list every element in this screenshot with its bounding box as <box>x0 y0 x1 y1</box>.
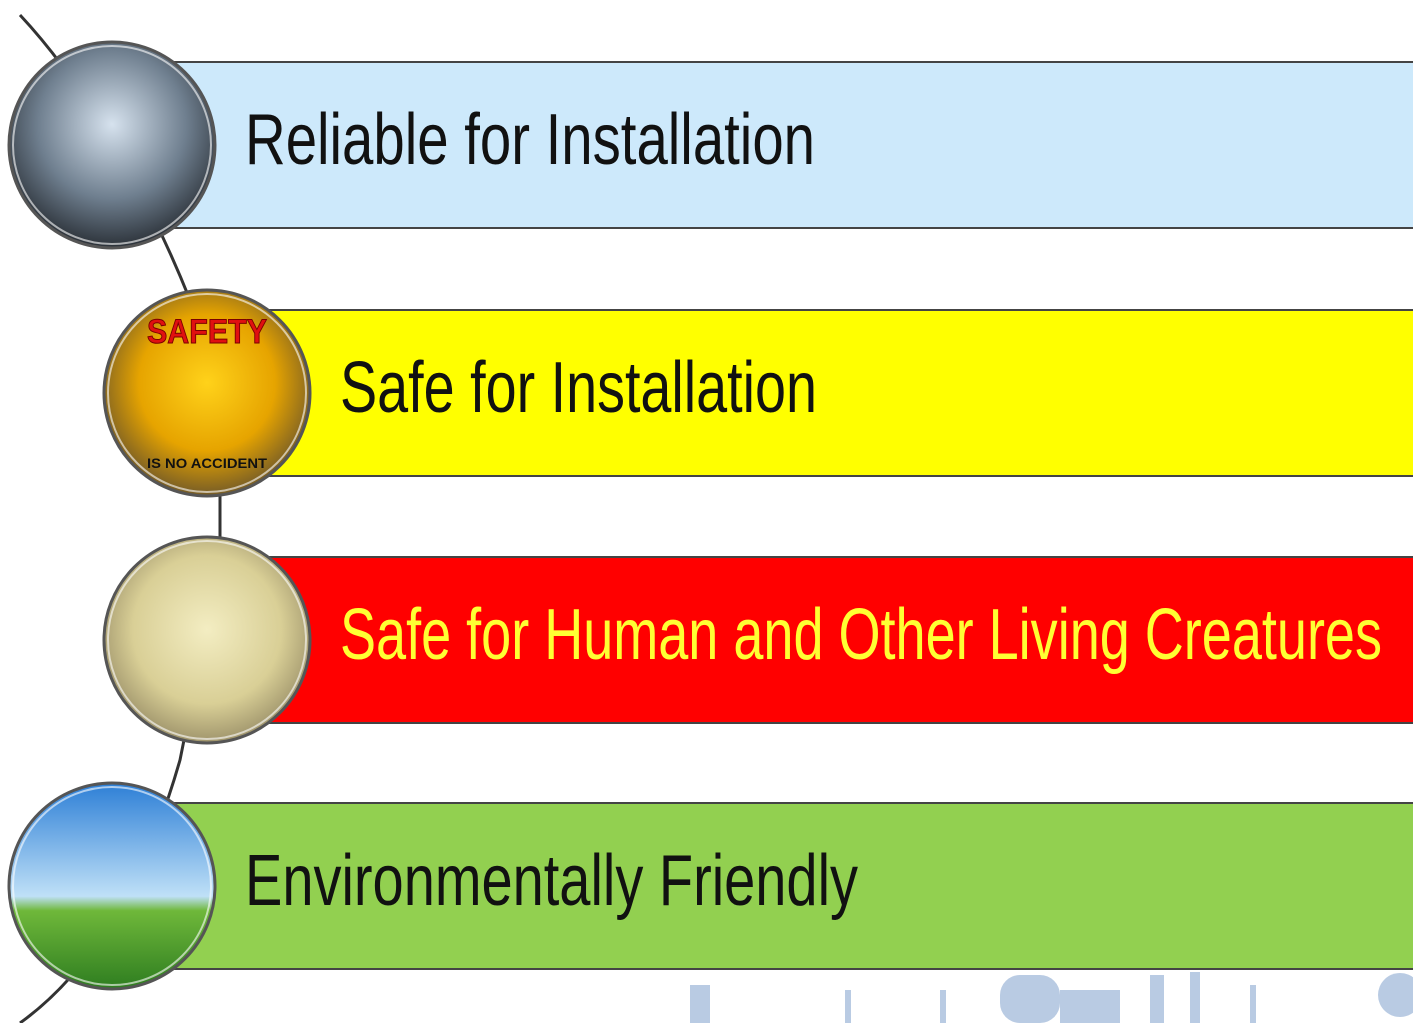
item: Reliable for Installation <box>9 42 1413 248</box>
item-label: Environmentally Friendly <box>245 841 858 921</box>
item-icon <box>9 42 215 248</box>
skyline <box>690 972 1413 1023</box>
infographic: Reliable for Installation SAFETY IS NO ACC… <box>0 0 1413 1023</box>
item: Safe for Human and Other Living Creature… <box>104 537 1413 743</box>
item: SAFETY IS NO ACCIDENT Safe for Installatio… <box>104 290 1413 496</box>
icon-text: IS NO ACCIDENT <box>147 455 267 471</box>
item-label: Reliable for Installation <box>245 100 815 180</box>
icon-text: SAFETY <box>147 313 267 351</box>
item-label: Safe for Human and Other Living Creature… <box>340 595 1382 675</box>
item-label: Safe for Installation <box>340 348 817 428</box>
item-icon <box>104 537 310 743</box>
item: Environmentally Friendly <box>9 783 1413 989</box>
item-icon <box>9 783 215 989</box>
